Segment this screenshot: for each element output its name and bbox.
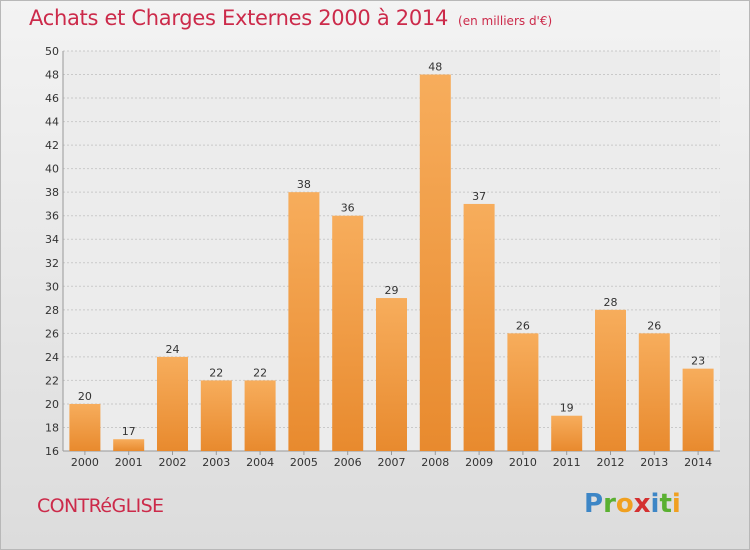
- y-tick-label: 18: [45, 421, 59, 434]
- data-label: 24: [166, 343, 180, 356]
- y-tick-label: 48: [45, 69, 59, 82]
- commune-name: CONTRéGLISE: [37, 495, 164, 517]
- data-label: 26: [647, 319, 661, 332]
- y-tick-label: 38: [45, 186, 59, 199]
- data-label: 29: [385, 284, 399, 297]
- data-label: 22: [253, 366, 267, 379]
- x-tick-label: 2000: [71, 456, 99, 469]
- y-tick-label: 50: [45, 45, 59, 58]
- logo-letter: o: [615, 489, 634, 519]
- chart-title-block: Achats et Charges Externes 2000 à 2014 (e…: [29, 6, 552, 30]
- x-tick-label: 2004: [246, 456, 274, 469]
- chart-title: Achats et Charges Externes 2000 à 2014: [29, 6, 449, 30]
- bar: [595, 309, 626, 451]
- y-tick-label: 42: [45, 139, 59, 152]
- y-tick-label: 40: [45, 163, 59, 176]
- bar: [200, 380, 232, 451]
- x-tick-label: 2001: [115, 456, 143, 469]
- y-tick-label: 28: [45, 304, 59, 317]
- data-label: 38: [297, 178, 311, 191]
- logo-letter: i: [650, 489, 660, 519]
- bar: [638, 333, 670, 451]
- y-tick-label: 16: [45, 445, 59, 458]
- x-tick-label: 2009: [465, 456, 493, 469]
- data-label: 36: [341, 202, 355, 215]
- bar: [682, 368, 714, 451]
- bar: [69, 403, 101, 451]
- bar: [113, 439, 145, 451]
- y-tick-label: 24: [45, 351, 59, 364]
- logo-letter: P: [584, 489, 604, 519]
- logo-letter: t: [659, 489, 672, 519]
- y-tick-label: 36: [45, 210, 59, 223]
- y-tick-label: 20: [45, 398, 59, 411]
- proxiti-logo: Proxiti: [584, 489, 681, 519]
- x-tick-label: 2013: [640, 456, 668, 469]
- logo-letter: x: [633, 489, 651, 519]
- data-label: 37: [472, 190, 486, 203]
- bar: [157, 356, 188, 451]
- bar: [419, 74, 451, 451]
- data-label: 17: [122, 425, 136, 438]
- y-tick-label: 44: [45, 116, 59, 129]
- data-label: 23: [691, 355, 705, 368]
- bar: [551, 415, 583, 451]
- x-tick-label: 2003: [202, 456, 230, 469]
- x-tick-label: 2010: [509, 456, 537, 469]
- logo-letter: i: [671, 489, 681, 519]
- data-label: 19: [560, 402, 574, 415]
- y-tick-label: 46: [45, 92, 59, 105]
- y-tick-label: 22: [45, 374, 59, 387]
- data-label: 20: [78, 390, 92, 403]
- logo-letter: r: [603, 489, 616, 519]
- data-label: 48: [428, 61, 442, 74]
- bar: [332, 215, 364, 451]
- bar: [507, 333, 539, 451]
- x-tick-label: 2005: [290, 456, 318, 469]
- data-label: 22: [209, 366, 223, 379]
- x-tick-label: 2002: [159, 456, 187, 469]
- x-tick-label: 2012: [597, 456, 625, 469]
- bar: [376, 298, 407, 451]
- x-tick-label: 2014: [684, 456, 712, 469]
- x-tick-label: 2008: [421, 456, 449, 469]
- bar: [244, 380, 276, 451]
- data-label: 26: [516, 319, 530, 332]
- bar: [463, 203, 495, 451]
- chart-unit: (en milliers d'€): [458, 14, 553, 28]
- y-tick-label: 30: [45, 280, 59, 293]
- data-label: 28: [604, 296, 618, 309]
- y-tick-label: 34: [45, 233, 59, 246]
- bar: [288, 192, 320, 452]
- y-tick-label: 32: [45, 257, 59, 270]
- x-tick-label: 2011: [553, 456, 581, 469]
- x-tick-label: 2007: [378, 456, 406, 469]
- y-tick-label: 26: [45, 327, 59, 340]
- x-tick-label: 2006: [334, 456, 362, 469]
